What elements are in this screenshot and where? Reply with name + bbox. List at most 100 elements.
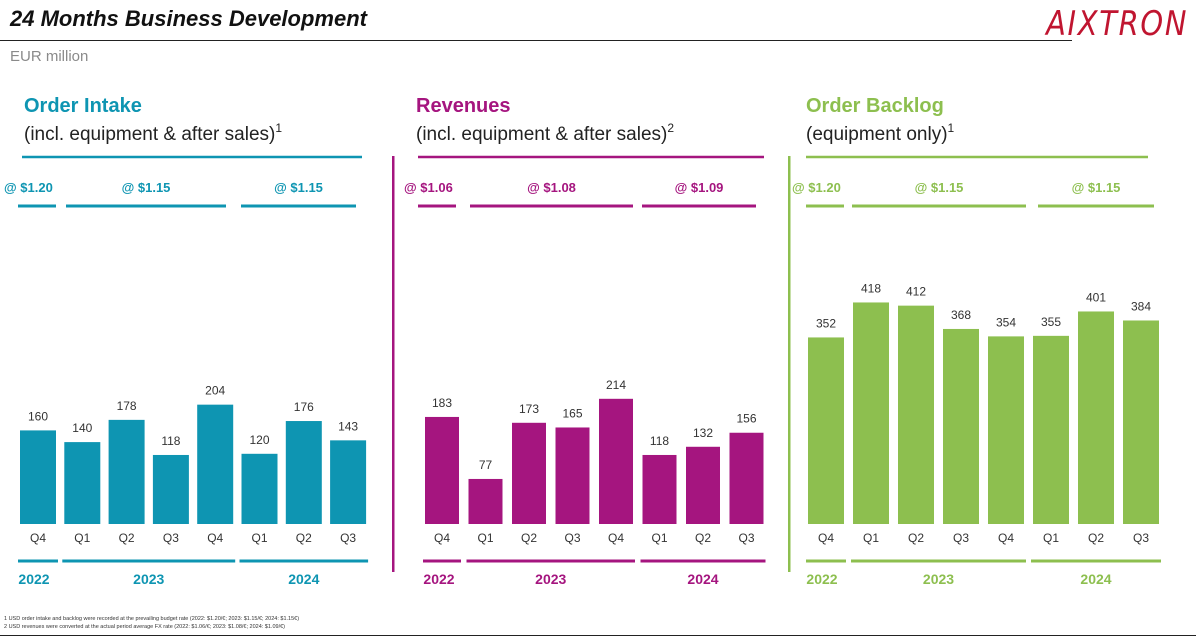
data-label: 354 [996,315,1016,329]
quarter-tick-label: Q4 [30,531,46,545]
bar [330,440,367,524]
quarter-tick-label: Q1 [74,531,90,545]
bar [64,442,101,524]
bar [20,430,56,524]
fx-rate-label: @ $1.15 [122,180,171,195]
quarter-tick-label: Q4 [818,531,834,545]
page-title: 24 Months Business Development [10,6,367,31]
quarter-tick-label: Q2 [119,531,135,545]
bar [988,336,1024,524]
data-label: 173 [519,402,539,416]
panel-subtitle: (equipment only)1 [806,121,955,145]
footer-divider [0,635,1196,636]
footnote-2: 2 USD revenues were converted at the act… [4,624,285,630]
year-label: 2024 [1080,571,1111,587]
quarter-tick-label: Q2 [296,531,312,545]
fx-rate-label: @ $1.15 [1072,180,1121,195]
bar [853,302,889,524]
quarter-tick-label: Q3 [953,531,969,545]
data-label: 176 [294,400,314,414]
fx-rate-label: @ $1.15 [915,180,964,195]
bar [108,419,145,524]
fx-rate-label: @ $1.20 [792,180,841,195]
bar [425,416,459,524]
data-label: 140 [72,421,92,435]
data-label: 401 [1086,290,1106,304]
quarter-tick-label: Q2 [695,531,711,545]
unit-label: EUR million [10,48,89,65]
quarter-tick-label: Q2 [908,531,924,545]
year-label: 2022 [806,571,837,587]
panel-title: Order Intake [24,95,142,117]
fx-rate-label: @ $1.15 [274,180,323,195]
data-label: 132 [693,426,713,440]
bar [729,432,764,524]
order-intake-chart: Order Intake (incl. equipment & after sal… [4,95,369,587]
bar [555,427,590,524]
quarter-tick-label: Q1 [1043,531,1059,545]
quarter-tick-label: Q4 [998,531,1014,545]
quarter-tick-label: Q2 [521,531,537,545]
data-label: 165 [562,406,582,420]
bar [285,421,322,524]
year-label: 2022 [18,571,49,587]
bar [1123,320,1159,524]
data-label: 143 [338,419,358,433]
data-label: 183 [432,396,452,410]
bar [468,478,503,524]
data-label: 352 [816,316,836,330]
quarter-tick-label: Q4 [608,531,624,545]
bar [152,454,189,524]
footnote-ref: 2 [667,121,674,135]
year-label: 2023 [535,571,566,587]
year-label: 2022 [423,571,454,587]
bar [943,328,979,524]
aixtron-logo: AIXTRON [1045,4,1188,44]
fx-rate-label: @ $1.20 [4,180,53,195]
fx-rate-label: @ $1.09 [675,180,724,195]
data-label: 120 [249,433,269,447]
year-label: 2023 [923,571,954,587]
quarter-tick-label: Q4 [207,531,223,545]
bar [642,454,677,524]
bar [599,398,633,524]
data-label: 214 [606,378,626,392]
quarter-tick-label: Q3 [163,531,179,545]
quarter-tick-label: Q1 [251,531,267,545]
data-label: 77 [479,458,493,472]
panel-title: Order Backlog [806,95,944,117]
quarter-tick-label: Q3 [1133,531,1149,545]
data-label: 418 [861,281,881,295]
data-label: 178 [117,399,137,413]
footnote-1: 1 USD order intake and backlog were reco… [4,616,300,622]
bar [898,305,934,524]
bar [1078,311,1114,524]
revenues-chart: Revenues (incl. equipment & after sales)2… [392,95,766,587]
data-label: 384 [1131,299,1151,313]
title-divider [0,40,1072,41]
fx-rate-label: @ $1.08 [527,180,576,195]
quarter-tick-label: Q1 [863,531,879,545]
data-label: 118 [650,434,669,448]
panel-title: Revenues [416,95,511,117]
bar [512,422,546,524]
year-label: 2024 [687,571,718,587]
quarter-tick-label: Q1 [477,531,493,545]
bar [808,337,844,524]
quarter-tick-label: Q3 [564,531,580,545]
quarter-tick-label: Q3 [340,531,356,545]
quarter-tick-label: Q4 [434,531,450,545]
data-label: 412 [906,285,926,299]
bar [197,404,234,524]
panel-subtitle: (incl. equipment & after sales)2 [416,121,674,145]
year-label: 2023 [133,571,164,587]
fx-rate-label: @ $1.06 [404,180,453,195]
panel-subtitle: (incl. equipment & after sales)1 [24,121,282,145]
data-label: 156 [736,412,756,426]
data-label: 204 [205,384,225,398]
data-label: 160 [28,409,48,423]
bar [1033,335,1069,524]
footnote-ref: 1 [948,121,955,135]
data-label: 118 [161,434,180,448]
quarter-tick-label: Q3 [738,531,754,545]
